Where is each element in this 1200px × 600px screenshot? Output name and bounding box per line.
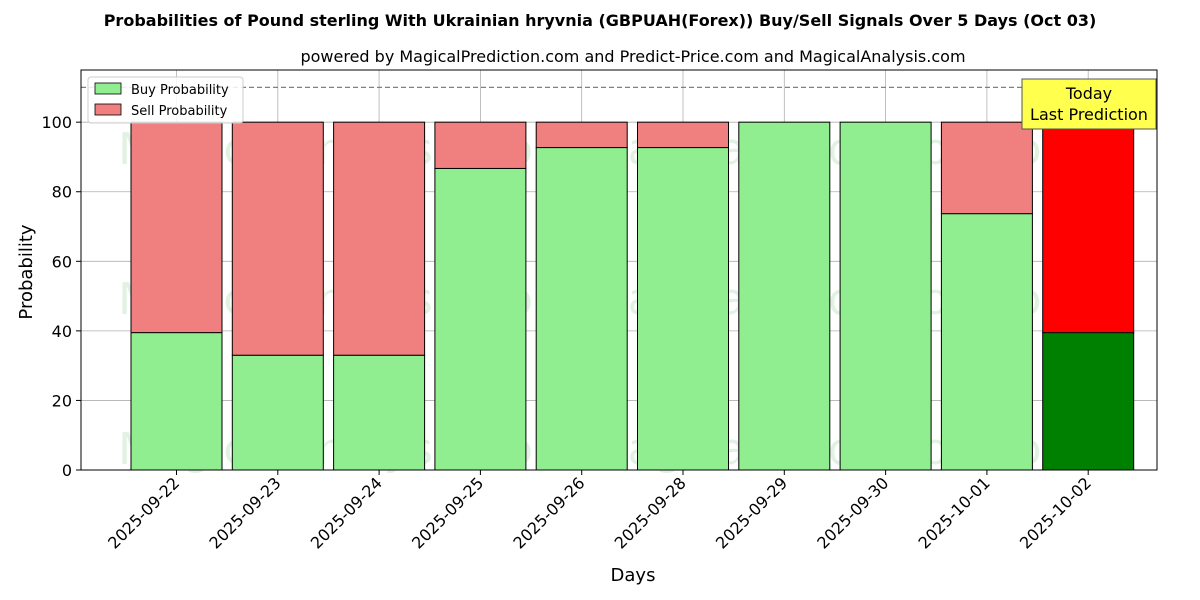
sell-bar [231,121,324,356]
x-tick-label: 2025-09-22 [104,473,183,552]
x-tick-label: 2025-09-28 [611,473,690,552]
x-tick-label: 2025-09-25 [408,473,487,552]
sell-bar [1042,121,1135,334]
today-annotation: Today Last Prediction [1021,78,1157,130]
y-tick-label: 40 [52,322,72,341]
y-tick-label: 100 [41,113,72,132]
sell-bar [434,121,527,169]
bars [130,121,1135,471]
buy-bar [738,121,831,471]
x-axis-ticks: 2025-09-22 2025-09-23 2025-09-24 2025-09-25… [104,470,1095,553]
x-tick-label: 2025-09-29 [712,473,791,552]
legend-buy-swatch [94,82,122,95]
buy-bar [637,147,729,471]
today-annotation-box [1021,78,1157,130]
x-axis-label: Days [611,565,656,586]
buy-bar [839,121,932,471]
legend-box [87,76,244,124]
sell-bar [535,121,628,149]
buy-bar [231,354,324,471]
chart-title: Probabilities of Pound sterling With Ukr… [104,11,1097,30]
sell-bar [333,121,426,356]
y-tick-label: 80 [52,183,72,202]
x-tick-label: 2025-10-01 [915,473,994,552]
buy-bar [535,147,628,471]
y-axis-ticks: 0 20 40 60 80 100 [41,113,81,480]
y-tick-label: 20 [52,391,72,410]
sell-bar [637,121,729,149]
y-tick-label: 0 [62,461,72,480]
buy-bar [940,213,1033,471]
chart-subtitle: powered by MagicalPrediction.com and Pre… [300,47,965,66]
plot-frame [80,69,1158,471]
x-tick-label: 2025-09-30 [813,473,892,552]
buy-bar [1042,332,1135,471]
sell-bar [940,121,1033,215]
legend-sell-label: Sell Probability [131,104,228,119]
legend-buy-label: Buy Probability [131,83,229,98]
x-tick-label: 2025-09-23 [205,473,284,552]
buy-bar [333,354,426,471]
sell-bar [130,121,223,334]
today-annotation-line1: Today [1065,84,1112,103]
x-tick-label: 2025-09-24 [307,473,386,552]
buy-bar [434,167,527,471]
y-tick-label: 60 [52,252,72,271]
x-tick-label: 2025-10-02 [1016,473,1095,552]
today-annotation-line2: Last Prediction [1030,105,1148,124]
legend-sell-swatch [94,103,122,116]
x-tick-label: 2025-09-26 [509,473,588,552]
buy-bar [130,332,223,471]
legend: Buy Probability Sell Probability [87,76,244,124]
y-axis-label: Probability [16,224,37,319]
